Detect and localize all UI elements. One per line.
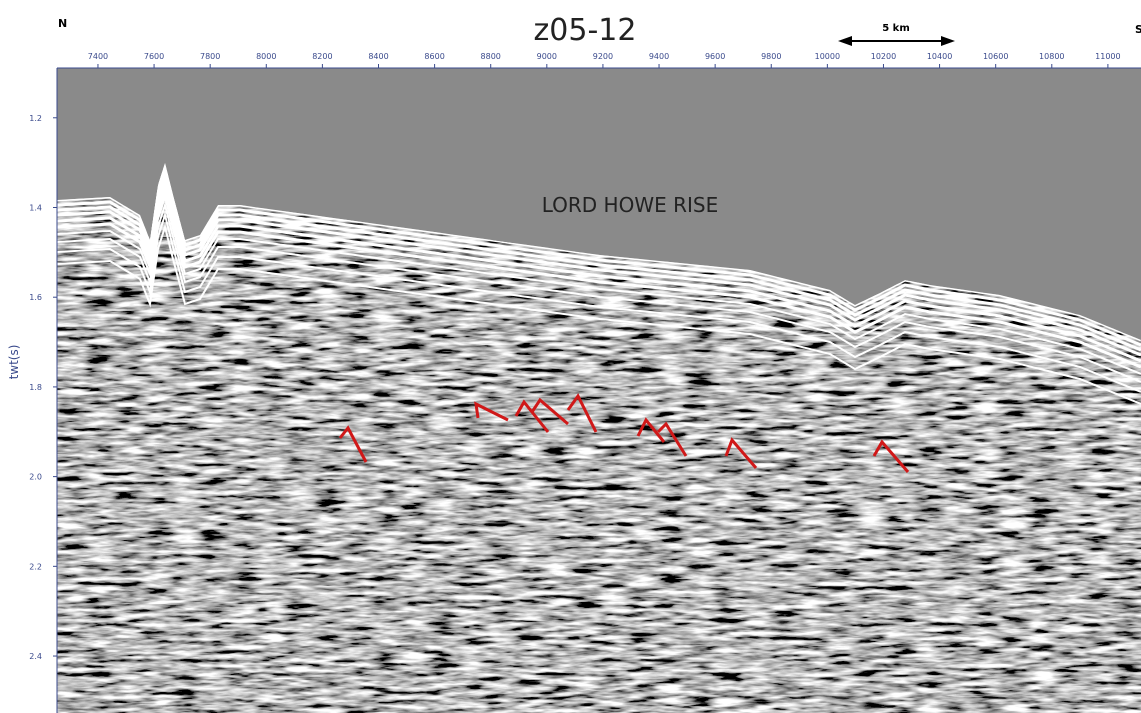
fault [474,401,509,422]
x-tick-label: 7400 [88,52,108,61]
y-tick-label: 2.0 [29,473,42,482]
x-tick-label: 10600 [983,52,1008,61]
fault [338,425,368,463]
fault [514,399,550,433]
y-tick-label: 2.4 [29,652,42,661]
x-tick-label: 9400 [649,52,669,61]
fault [530,397,569,426]
scale-arrow [838,36,852,46]
y-tick-label: 2.2 [29,562,42,571]
y-tick-label: 1.8 [29,383,42,392]
x-tick-label: 7600 [144,52,164,61]
x-tick-label: 8800 [481,52,501,61]
scale-label: 5 km [882,23,910,34]
x-tick-label: 10800 [1039,52,1064,61]
y-tick-label: 1.2 [29,114,42,123]
x-tick-label: 9200 [593,52,613,61]
x-tick-label: 8600 [424,52,444,61]
scale-bar [838,36,955,46]
x-tick-label: 10200 [871,52,896,61]
region-annotation: LORD HOWE RISE [542,193,719,217]
fault [724,437,758,469]
x-tick-label: 8000 [256,52,276,61]
x-tick-label: 8400 [368,52,388,61]
x-tick-label: 10400 [927,52,952,61]
y-axis-label: twt(s) [7,345,21,380]
x-tick-label: 7800 [200,52,220,61]
direction-label: S [1135,23,1141,36]
y-tick-label: 1.4 [29,203,42,212]
x-tick-label: 11000 [1095,52,1120,61]
reflector-bands [57,163,1141,406]
scale-arrow [941,36,955,46]
y-tick-label: 1.6 [29,293,42,302]
fault [566,393,598,433]
x-tick-label: 8200 [312,52,332,61]
x-tick-label: 9800 [761,52,781,61]
fault [872,439,910,473]
fault [656,421,688,457]
chart-title: z05-12 [534,13,637,48]
x-tick-label: 9000 [537,52,557,61]
x-tick-label: 10000 [815,52,840,61]
fault [636,417,666,443]
direction-label: N [58,17,67,30]
x-tick-label: 9600 [705,52,725,61]
fault-marks [338,393,910,473]
